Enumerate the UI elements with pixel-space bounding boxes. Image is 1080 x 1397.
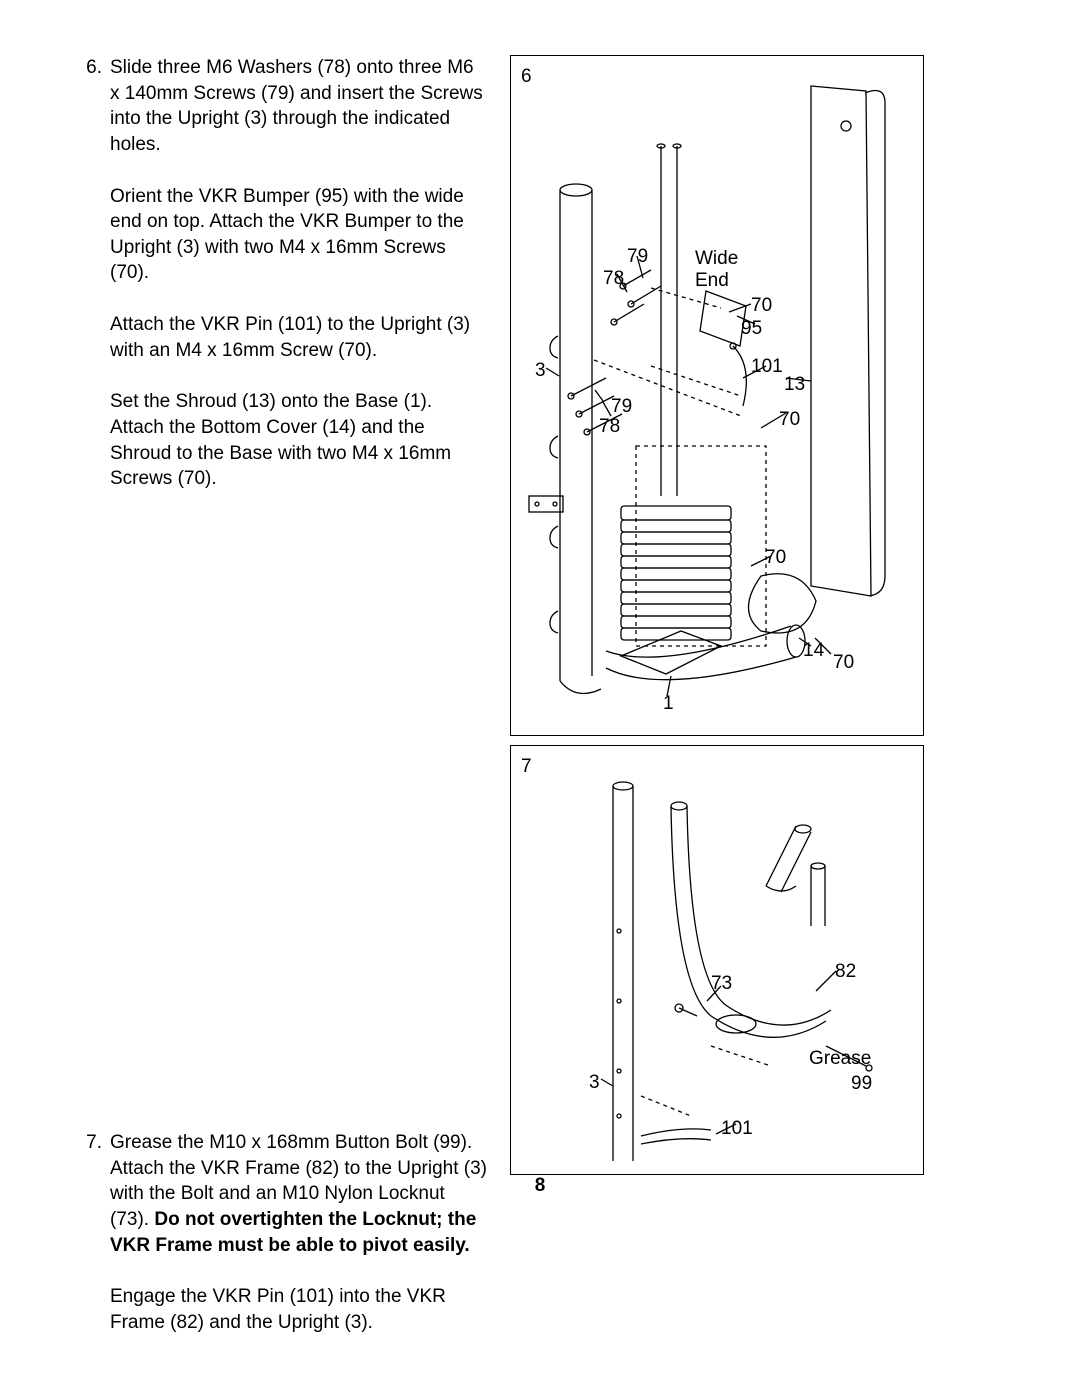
callout-13: 13 (784, 372, 805, 398)
callout-14: 14 (803, 638, 824, 664)
callout-70: 70 (765, 545, 786, 571)
page-number: 8 (78, 1173, 1002, 1199)
step-6: 6. Slide three M6 Washers (78) onto thre… (78, 55, 488, 492)
callout-95: 95 (741, 316, 762, 342)
step-number: 6. (78, 55, 110, 492)
step-number: 7. (78, 1130, 110, 1335)
callout-78: 78 (599, 414, 620, 440)
figure-7: 7 (510, 745, 924, 1175)
callout-grease: Grease (809, 1046, 871, 1072)
step-body: Slide three M6 Washers (78) onto three M… (110, 55, 488, 492)
step-body: Grease the M10 x 168mm Button Bolt (99).… (110, 1130, 488, 1335)
callout-79: 79 (627, 244, 648, 270)
callout-3: 3 (589, 1070, 600, 1096)
callout-70: 70 (833, 650, 854, 676)
step6-para1: Slide three M6 Washers (78) onto three M… (110, 55, 488, 158)
callout-73: 73 (711, 971, 732, 997)
step6-para4: Set the Shroud (13) onto the Base (1). A… (110, 389, 488, 492)
callout-end: End (695, 268, 729, 294)
step-7: 7. Grease the M10 x 168mm Button Bolt (9… (78, 1130, 488, 1335)
callout-82: 82 (835, 959, 856, 985)
figure-6: 6 (510, 55, 924, 736)
step6-para3: Attach the VKR Pin (101) to the Upright … (110, 312, 488, 363)
figure-6-diagram (511, 56, 925, 737)
callout-3: 3 (535, 358, 546, 384)
step7-para2: Engage the VKR Pin (101) into the VKR Fr… (110, 1284, 488, 1335)
callout-78: 78 (603, 266, 624, 292)
step6-para2: Orient the VKR Bumper (95) with the wide… (110, 184, 488, 287)
callout-70: 70 (751, 293, 772, 319)
callout-101: 101 (721, 1116, 753, 1142)
callout-1: 1 (663, 691, 674, 717)
figure-7-diagram (511, 746, 925, 1176)
callout-101: 101 (751, 354, 783, 380)
callout-70: 70 (779, 407, 800, 433)
callout-99: 99 (851, 1071, 872, 1097)
